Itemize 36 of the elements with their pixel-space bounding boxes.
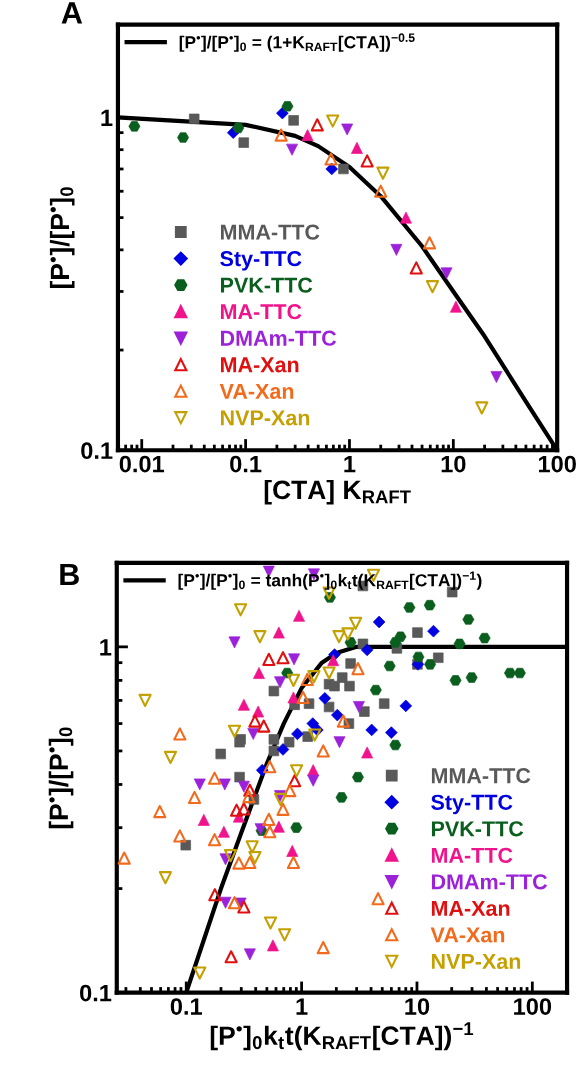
x-axis-title: [CTA] K$_{RAFT}$ [264,479,411,505]
text: [P$^{•}$]/[P$^{•}$]$_{0}$ = (1+K$_{RAFT}$[CTA])$^{−0.5}$ [179,33,415,52]
x-tick-label: 100 [514,998,552,1015]
legend-label: Sty-TTC [220,251,302,271]
legend-label: NVP-Xan [221,410,310,426]
text: [P$^{•}$]$_{0}$k$_{t}$t(K$_{RAFT}$[CTA])$^{−1}$ [210,1022,474,1051]
chart-title: B [60,563,79,585]
legend-label: VA-Xan [430,927,505,943]
legend-label: MA-Xan [431,900,510,916]
x-tick-label: 0.1 [170,998,202,1015]
legend-label: Sty-TTC [431,794,513,815]
legend-label: MA-TTC [431,847,513,863]
legend-label: DMAm-TTC [431,874,548,890]
legend-label: PVK-TTC [431,821,524,837]
legend-label: NVP-Xan [431,954,521,970]
y-axis-title: [P$^{•}$]/[P$^{•}$]$_{0}$ [49,187,75,288]
y-axis-title: [P$^{•}$]/[P$^{•}$]$_{0}$ [48,727,74,829]
x-tick-label: 10 [405,998,430,1015]
legend-label: MA-TTC [221,304,302,320]
legend-label: MMA-TTC [431,768,531,784]
x-tick-label: 10 [441,455,466,473]
x-tick-label: 0.01 [119,455,165,473]
y-tick-label: 1 [101,109,113,126]
y-tick-label: 0.1 [81,442,113,460]
x-tick-label: 100 [538,455,576,473]
legend-label: MMA-TTC [221,224,320,240]
x-tick-label: 0.1 [230,455,262,473]
x-tick-label: 1 [296,998,308,1015]
legend-label: VA-Xan [219,383,294,399]
legend-label: DMAm-TTC [221,330,337,346]
legend-label: PVK-TTC [221,277,313,293]
x-tick-label: 1 [344,455,356,473]
y-tick-label: 0.1 [80,984,112,1002]
y-tick-label: 1 [100,639,112,656]
chart-title: A [61,2,83,24]
legend-label: MA-Xan [221,357,299,373]
